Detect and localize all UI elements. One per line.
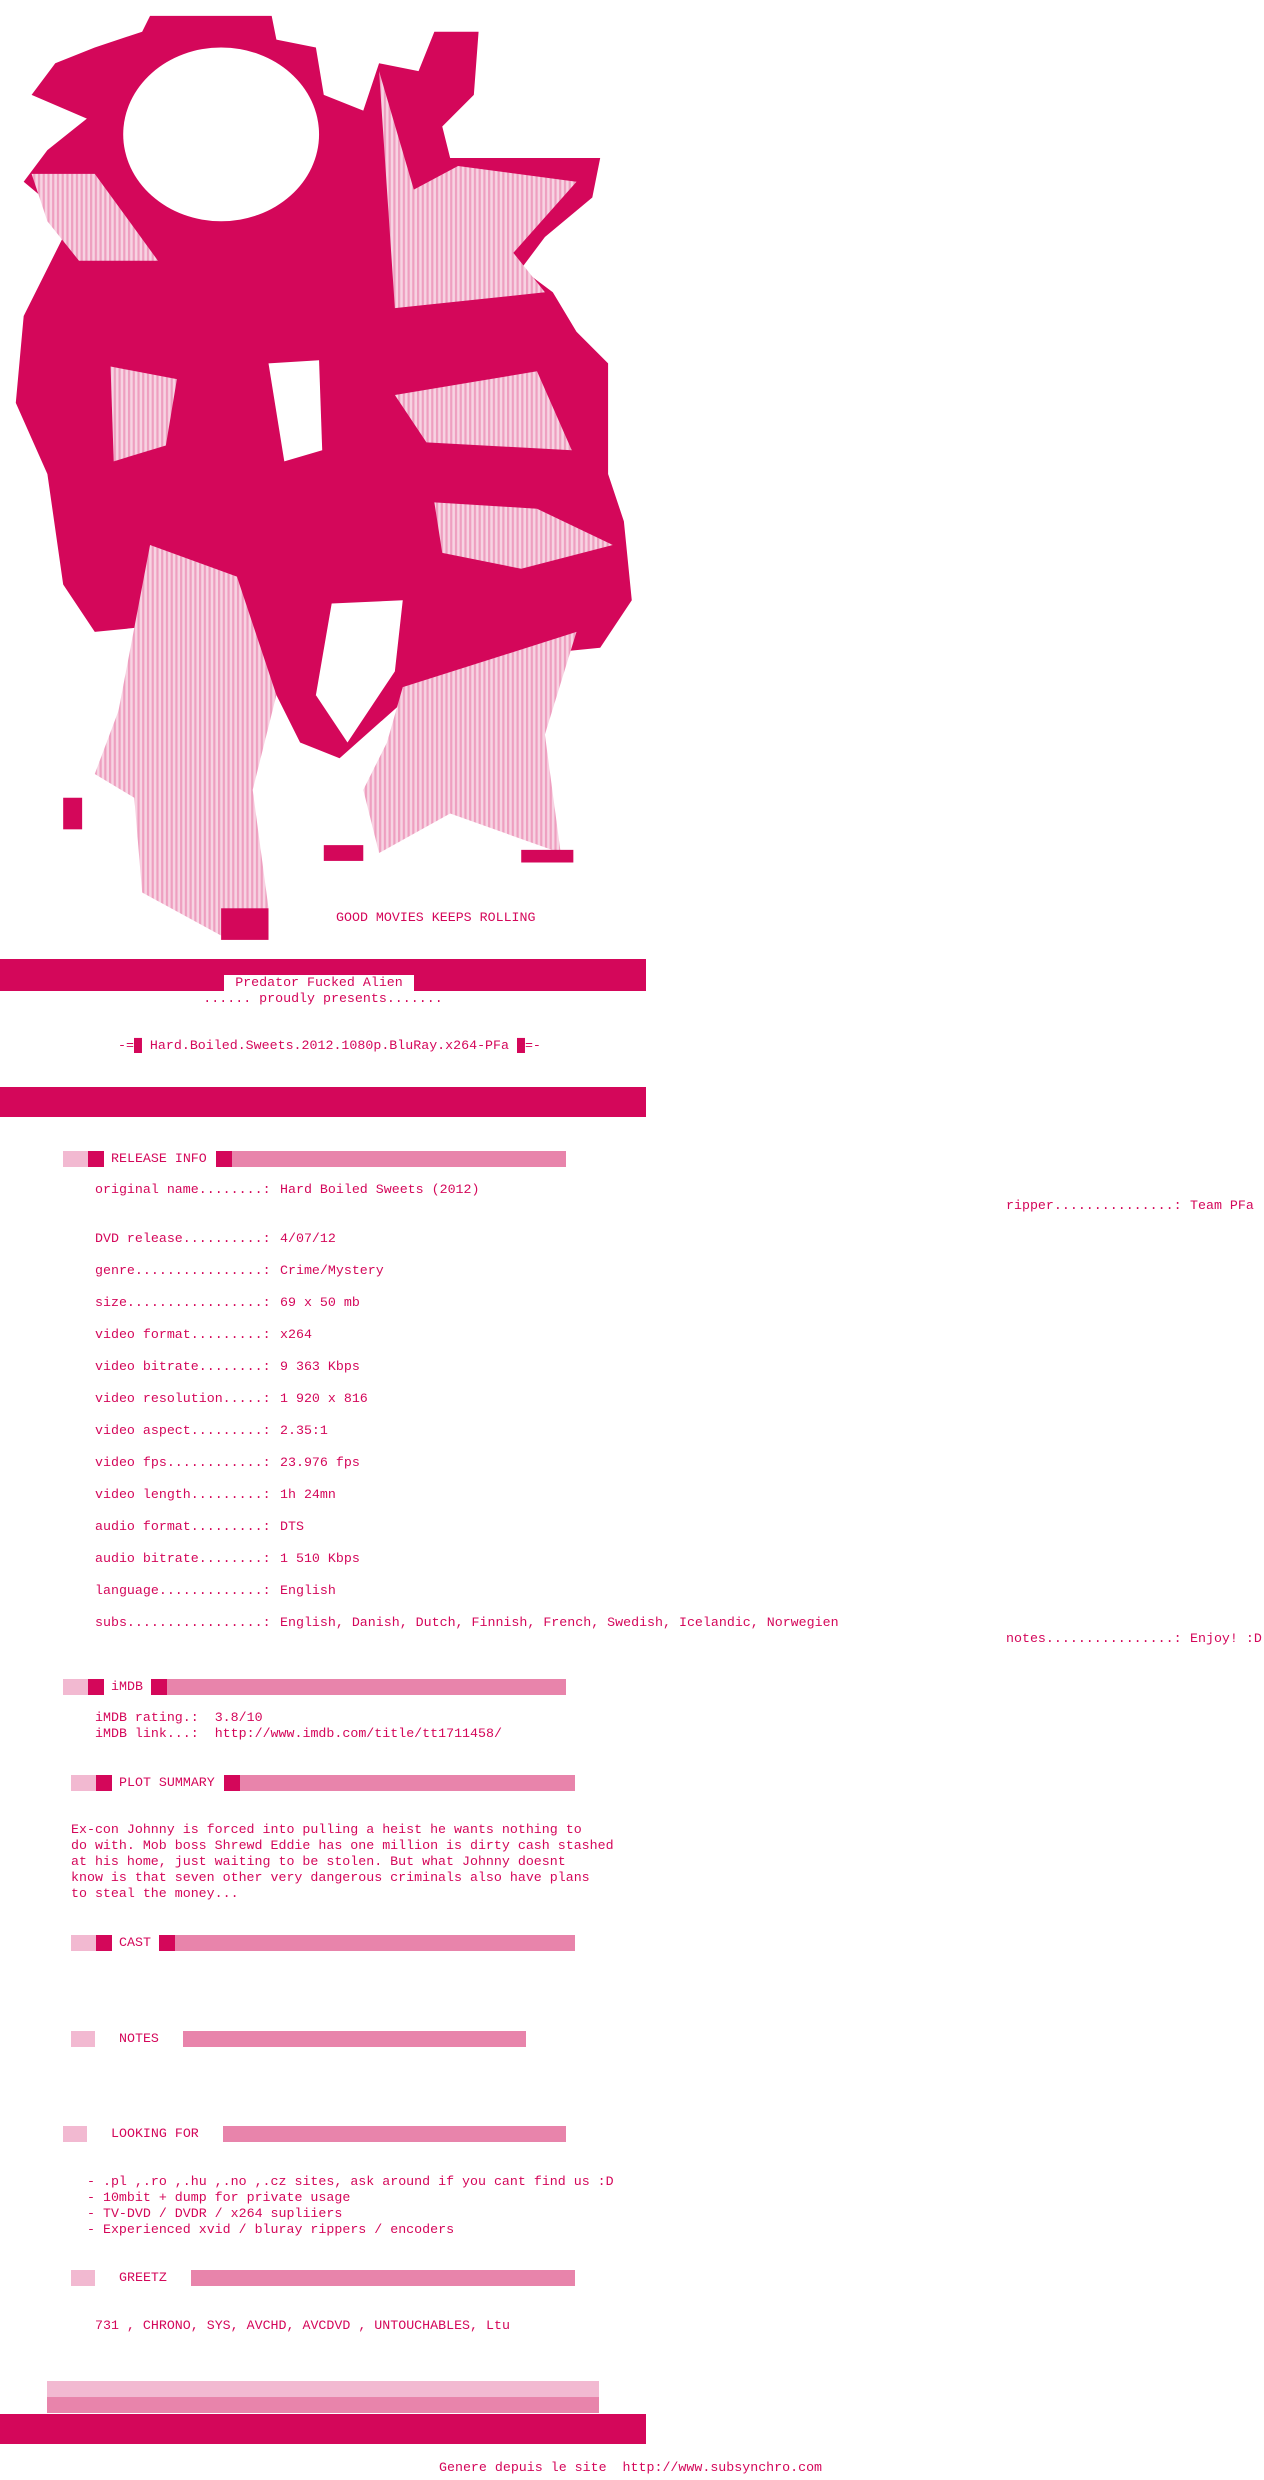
heading-bar bbox=[240, 1775, 575, 1791]
plot-line: Ex-con Johnny is forced into pulling a h… bbox=[71, 1822, 582, 1837]
info-label: audio bitrate........: bbox=[95, 1551, 271, 1566]
footer-prefix: Genere depuis le site bbox=[439, 2460, 607, 2475]
heading-block bbox=[63, 2126, 87, 2142]
heading-block bbox=[71, 2031, 95, 2047]
heading-block bbox=[88, 1151, 104, 1167]
section-heading: NOTES bbox=[119, 2031, 159, 2046]
section-heading: GREETZ bbox=[119, 2270, 167, 2285]
info-value: 1 920 x 816 bbox=[280, 1391, 368, 1406]
heading-block bbox=[159, 1935, 175, 1951]
info-value: English bbox=[280, 1583, 336, 1598]
info-value: 23.976 fps bbox=[280, 1455, 360, 1470]
heading-block bbox=[88, 1679, 104, 1695]
info-value: 1h 24mn bbox=[280, 1487, 336, 1502]
section-heading: PLOT SUMMARY bbox=[119, 1775, 215, 1790]
info-value: 4/07/12 bbox=[280, 1231, 336, 1246]
section-heading: iMDB bbox=[111, 1679, 143, 1694]
heading-bar bbox=[167, 1679, 566, 1695]
footer-link[interactable]: http://www.subsynchro.com bbox=[622, 2460, 823, 2475]
heading-block bbox=[151, 1679, 167, 1695]
info-label: genre................: bbox=[95, 1263, 271, 1278]
plot-line: to steal the money... bbox=[71, 1886, 239, 1901]
plot-line: do with. Mob boss Shrewd Eddie has one m… bbox=[71, 1838, 614, 1853]
info-label: size.................: bbox=[95, 1295, 271, 1310]
greetz-text: 731 , CHRONO, SYS, AVCHD, AVCDVD , UNTOU… bbox=[95, 2318, 510, 2333]
presents: ...... proudly presents....... bbox=[203, 991, 443, 1006]
info-label: ripper...............: bbox=[1006, 1198, 1182, 1213]
looking-item: - .pl ,.ro ,.hu ,.no ,.cz sites, ask aro… bbox=[87, 2174, 614, 2189]
info-value: English, Danish, Dutch, Finnish, French,… bbox=[280, 1615, 839, 1630]
tagline: GOOD MOVIES KEEPS ROLLING bbox=[336, 910, 536, 925]
info-label: audio format.........: bbox=[95, 1519, 271, 1534]
info-label: video length.........: bbox=[95, 1487, 271, 1502]
imdb-rating: iMDB rating.: 3.8/10 bbox=[95, 1710, 263, 1725]
heading-block bbox=[63, 1679, 88, 1695]
info-value: Crime/Mystery bbox=[280, 1263, 384, 1278]
heading-block bbox=[96, 1935, 112, 1951]
section-heading: LOOKING FOR bbox=[111, 2126, 199, 2141]
banner-bar bbox=[0, 1087, 646, 1117]
heading-block bbox=[63, 1151, 88, 1167]
ascii-logo bbox=[15, 15, 632, 940]
info-value: x264 bbox=[280, 1327, 312, 1342]
info-label: notes................: bbox=[1006, 1631, 1182, 1646]
info-value: 2.35:1 bbox=[280, 1423, 328, 1438]
group-name: Predator Fucked Alien bbox=[224, 975, 414, 991]
info-label: subs.................: bbox=[95, 1615, 271, 1630]
heading-block bbox=[216, 1151, 232, 1167]
info-value: Enjoy! :D bbox=[1190, 1631, 1262, 1646]
info-label: video resolution.....: bbox=[95, 1391, 271, 1406]
info-label: video bitrate........: bbox=[95, 1359, 271, 1374]
heading-block bbox=[71, 1935, 96, 1951]
info-label: language.............: bbox=[95, 1583, 271, 1598]
looking-item: - TV-DVD / DVDR / x264 supliiers bbox=[87, 2206, 343, 2221]
heading-bar bbox=[232, 1151, 566, 1167]
footer-bar bbox=[47, 2397, 599, 2413]
heading-block bbox=[71, 1775, 96, 1791]
looking-item: - 10mbit + dump for private usage bbox=[87, 2190, 351, 2205]
info-value: Team PFa bbox=[1190, 1198, 1254, 1213]
footer-bar bbox=[47, 2381, 599, 2397]
info-value: 69 x 50 mb bbox=[280, 1295, 360, 1310]
heading-bar bbox=[183, 2031, 526, 2047]
info-value: Hard Boiled Sweets (2012) bbox=[280, 1182, 480, 1197]
heading-block bbox=[71, 2270, 95, 2286]
info-label: video format.........: bbox=[95, 1327, 271, 1342]
footer: Genere depuis le site http://www.subsync… bbox=[439, 2460, 822, 2476]
release-name: -=█ Hard.Boiled.Sweets.2012.1080p.BluRay… bbox=[118, 1038, 541, 1053]
info-label: video fps............: bbox=[95, 1455, 271, 1470]
imdb-link: iMDB link...: http://www.imdb.com/title/… bbox=[95, 1726, 502, 1741]
info-value: DTS bbox=[280, 1519, 304, 1534]
plot-line: know is that seven other very dangerous … bbox=[71, 1870, 590, 1885]
info-label: DVD release..........: bbox=[95, 1231, 271, 1246]
section-heading: RELEASE INFO bbox=[111, 1151, 207, 1166]
heading-bar bbox=[223, 2126, 566, 2142]
info-label: video aspect.........: bbox=[95, 1423, 271, 1438]
footer-bar bbox=[0, 2414, 646, 2444]
info-label: original name........: bbox=[95, 1182, 271, 1197]
info-value: 1 510 Kbps bbox=[280, 1551, 360, 1566]
heading-bar bbox=[191, 2270, 575, 2286]
heading-block bbox=[96, 1775, 112, 1791]
heading-block bbox=[224, 1775, 240, 1791]
looking-item: - Experienced xvid / bluray rippers / en… bbox=[87, 2222, 455, 2237]
info-value: 9 363 Kbps bbox=[280, 1359, 360, 1374]
plot-line: at his home, just waiting to be stolen. … bbox=[71, 1854, 566, 1869]
section-heading: CAST bbox=[119, 1935, 151, 1950]
heading-bar bbox=[175, 1935, 575, 1951]
